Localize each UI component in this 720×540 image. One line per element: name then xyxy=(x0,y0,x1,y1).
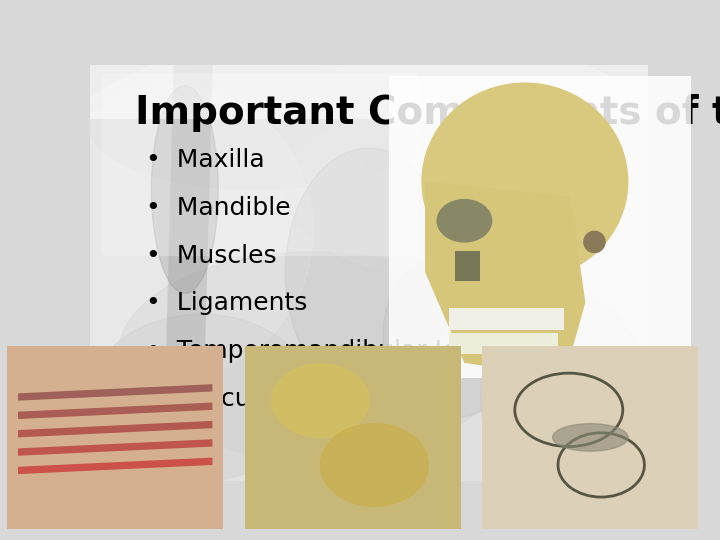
Ellipse shape xyxy=(422,83,628,280)
Ellipse shape xyxy=(383,252,523,418)
Ellipse shape xyxy=(90,314,313,481)
Ellipse shape xyxy=(437,200,492,242)
Ellipse shape xyxy=(480,294,648,501)
Text: •  Mandible: • Mandible xyxy=(145,196,290,220)
Bar xyxy=(449,308,564,329)
Text: Important Components of the Skull: Important Components of the Skull xyxy=(135,94,720,132)
Ellipse shape xyxy=(0,23,720,522)
Ellipse shape xyxy=(341,85,676,418)
Ellipse shape xyxy=(34,85,313,377)
Text: •  Maxilla: • Maxilla xyxy=(145,148,264,172)
Bar xyxy=(449,333,558,354)
Ellipse shape xyxy=(90,65,425,190)
Ellipse shape xyxy=(552,423,628,451)
Bar xyxy=(90,65,648,119)
Ellipse shape xyxy=(320,423,428,507)
FancyBboxPatch shape xyxy=(101,73,419,256)
Polygon shape xyxy=(425,181,585,378)
Ellipse shape xyxy=(285,106,564,273)
Polygon shape xyxy=(18,439,212,456)
Ellipse shape xyxy=(151,85,218,294)
Text: •  Muscles: • Muscles xyxy=(145,244,276,268)
Text: •  Articular disc: • Articular disc xyxy=(145,387,341,411)
Polygon shape xyxy=(18,421,212,437)
Text: •  Temporomandibular Joint: • Temporomandibular Joint xyxy=(145,339,490,363)
Ellipse shape xyxy=(271,364,369,437)
Polygon shape xyxy=(18,384,212,401)
Ellipse shape xyxy=(285,148,453,397)
Ellipse shape xyxy=(584,231,605,253)
Polygon shape xyxy=(455,251,480,281)
Text: •  Ligaments: • Ligaments xyxy=(145,292,307,315)
Polygon shape xyxy=(18,402,212,419)
Polygon shape xyxy=(163,65,213,481)
Ellipse shape xyxy=(118,252,508,460)
Polygon shape xyxy=(18,457,212,474)
